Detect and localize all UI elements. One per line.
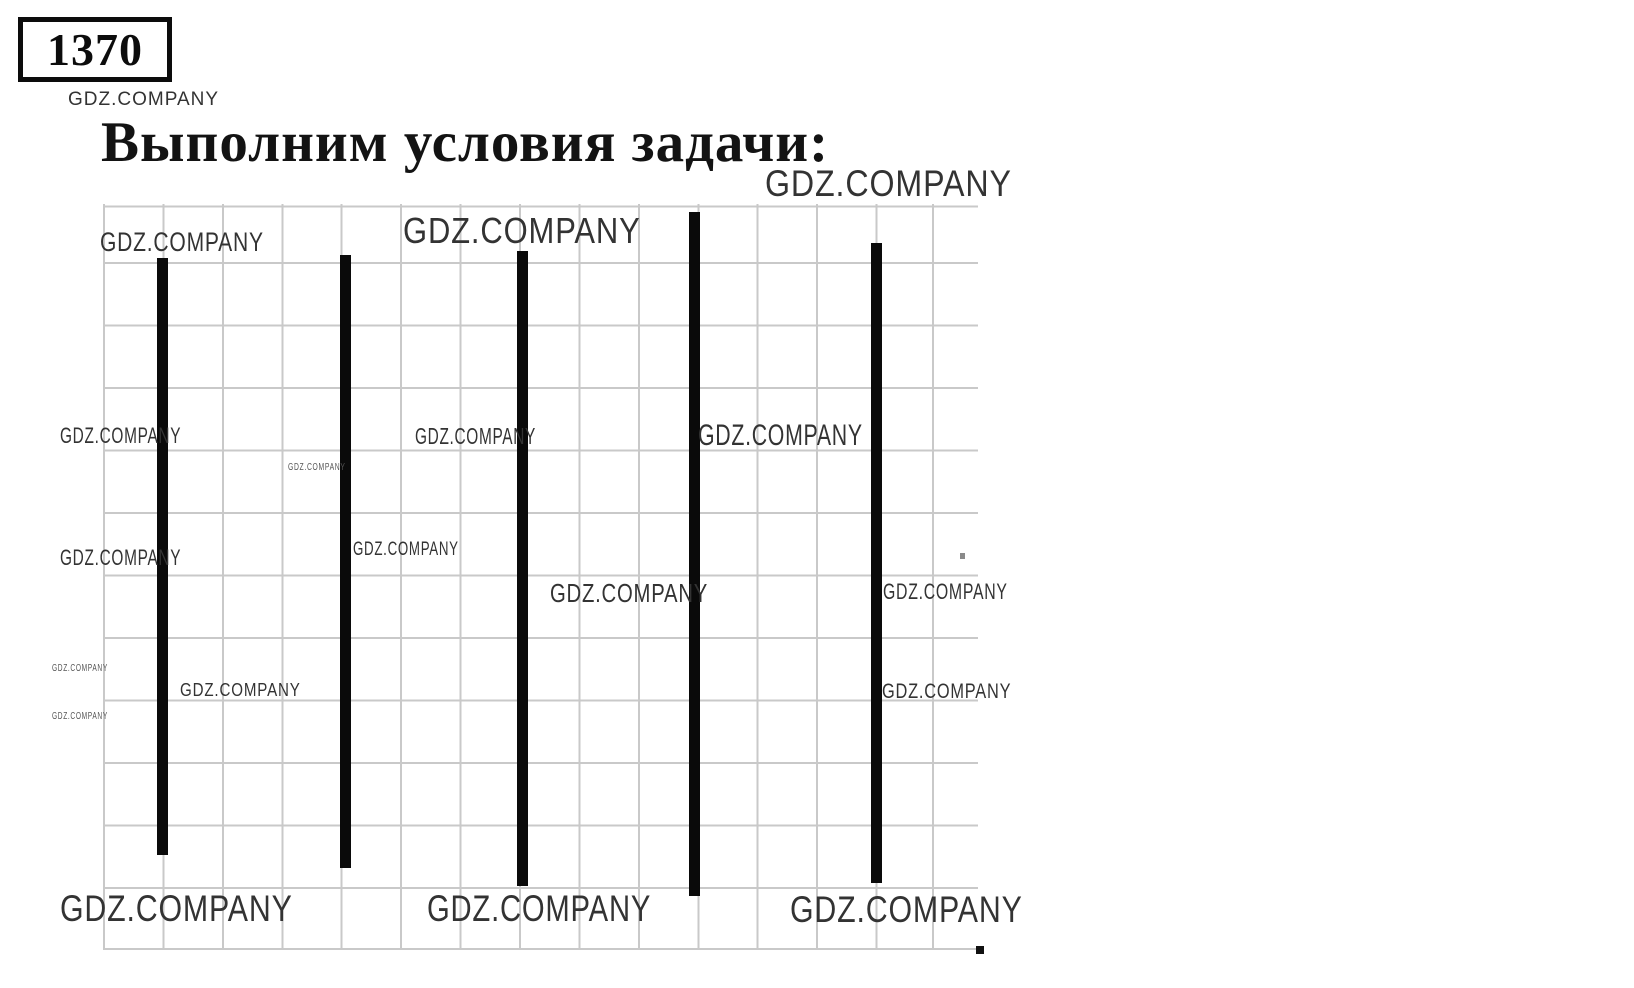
watermark-text: GDZ.COMPANY bbox=[60, 888, 293, 929]
ink-mark bbox=[976, 946, 984, 954]
watermark-text: GDZ.COMPANY bbox=[60, 545, 182, 570]
segment-bar bbox=[157, 258, 168, 855]
watermark-text: GDZ.COMPANY bbox=[353, 539, 459, 560]
ink-mark bbox=[960, 553, 965, 559]
watermark-text: GDZ.COMPANY bbox=[60, 423, 182, 448]
watermark-text: GDZ.COMPANY bbox=[100, 227, 264, 257]
watermark-text: GDZ.COMPANY bbox=[882, 680, 1012, 703]
watermark-text: GDZ.COMPANY bbox=[180, 680, 301, 700]
page-title: Выполним условия задачи: bbox=[101, 111, 830, 174]
problem-number: 1370 bbox=[47, 23, 143, 75]
segment-bar bbox=[340, 255, 351, 868]
watermark-text: GDZ.COMPANY bbox=[550, 578, 709, 608]
watermark-text: GDZ.COMPANY bbox=[52, 711, 108, 722]
watermark-text: GDZ.COMPANY bbox=[68, 89, 220, 110]
segment-bar bbox=[689, 212, 700, 896]
watermark-text: GDZ.COMPANY bbox=[790, 889, 1023, 930]
watermark-text: GDZ.COMPANY bbox=[883, 579, 1008, 604]
segment-bar bbox=[871, 243, 882, 883]
watermark-text: GDZ.COMPANY bbox=[415, 423, 536, 449]
graph-paper bbox=[103, 204, 978, 950]
watermark-text: GDZ.COMPANY bbox=[765, 163, 1012, 204]
watermark-text: GDZ.COMPANY bbox=[52, 663, 108, 674]
watermark-text: GDZ.COMPANY bbox=[288, 462, 346, 473]
watermark-text: GDZ.COMPANY bbox=[427, 888, 652, 929]
watermark-text: GDZ.COMPANY bbox=[698, 419, 863, 452]
watermark-text: GDZ.COMPANY bbox=[403, 210, 641, 251]
problem-box: 1370 bbox=[18, 17, 172, 82]
segment-bar bbox=[517, 251, 528, 886]
